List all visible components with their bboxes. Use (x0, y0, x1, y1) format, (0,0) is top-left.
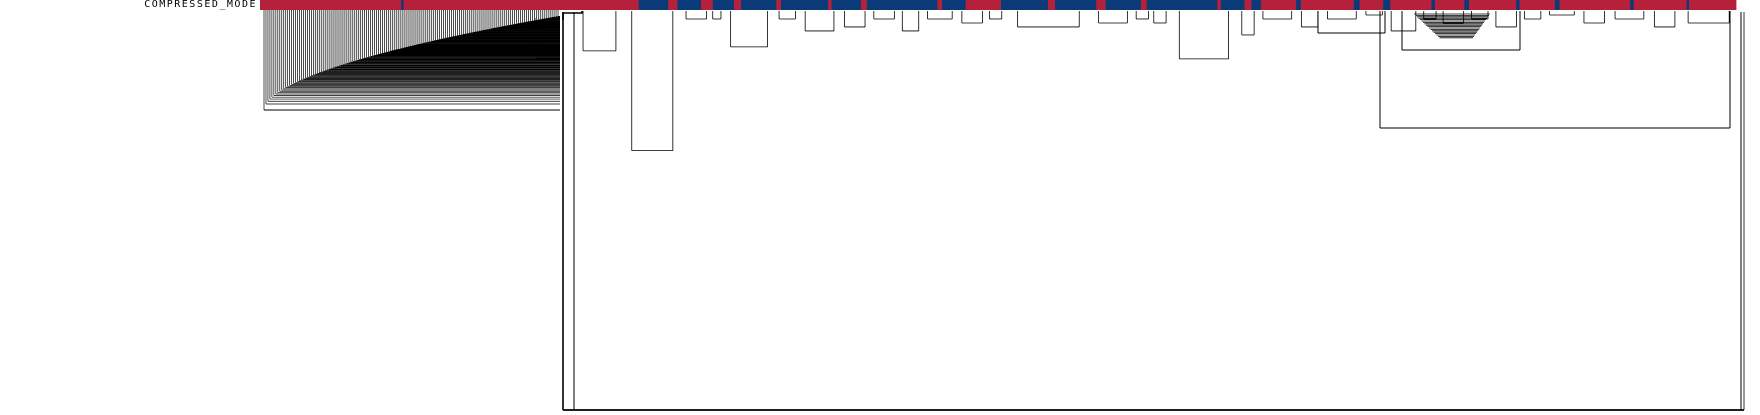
track-cell (403, 0, 640, 10)
track-cell (701, 0, 714, 10)
track-cell (1383, 0, 1391, 10)
track-cell (1516, 0, 1520, 10)
track-cell (965, 0, 1002, 10)
track-cell (1431, 0, 1436, 10)
track-cell (741, 0, 777, 10)
track-cell (1047, 0, 1056, 10)
root-connector (562, 11, 583, 20)
track-cell (1260, 0, 1297, 10)
track-cell (1296, 0, 1302, 10)
track-cell (831, 0, 862, 10)
track-cell (866, 0, 938, 10)
track-cell (1000, 0, 1049, 10)
track-cell (668, 0, 678, 10)
track-cell (1554, 0, 1560, 10)
track-cell (1630, 0, 1635, 10)
track-cell (1251, 0, 1262, 10)
track-cell (1559, 0, 1631, 10)
track-cell (1633, 0, 1688, 10)
track-cell (1353, 0, 1361, 10)
dendrogram-links (562, 11, 1745, 411)
track-cell (942, 0, 967, 10)
track-cell (1105, 0, 1142, 10)
track-cell (1217, 0, 1222, 10)
track-cell (638, 0, 669, 10)
track-cell (401, 0, 404, 10)
track-cell (1464, 0, 1470, 10)
track-cell (1688, 0, 1737, 10)
track-cell (1434, 0, 1465, 10)
track-cell (712, 0, 735, 10)
track-cell (1140, 0, 1148, 10)
track-cell (781, 0, 829, 10)
track-cell (1300, 0, 1355, 10)
track-cell (260, 0, 402, 10)
track-cell (1519, 0, 1556, 10)
track-cell (937, 0, 943, 10)
compressed-mode-track (260, 0, 1737, 10)
track-cell (1096, 0, 1107, 10)
track-cell (1359, 0, 1384, 10)
track-cell (860, 0, 868, 10)
track-cell (1055, 0, 1097, 10)
track-cell (677, 0, 702, 10)
track-cell (1146, 0, 1218, 10)
track-cell (1469, 0, 1517, 10)
track-cell (1686, 0, 1690, 10)
track-cell (1220, 0, 1245, 10)
track-label: COMPRESSED_MODE (144, 0, 257, 10)
track-cell (828, 0, 832, 10)
left-staircase-links (263, 10, 560, 111)
track-cell (776, 0, 782, 10)
track-cell (1244, 0, 1252, 10)
track-cell (1390, 0, 1432, 10)
track-cell (733, 0, 742, 10)
